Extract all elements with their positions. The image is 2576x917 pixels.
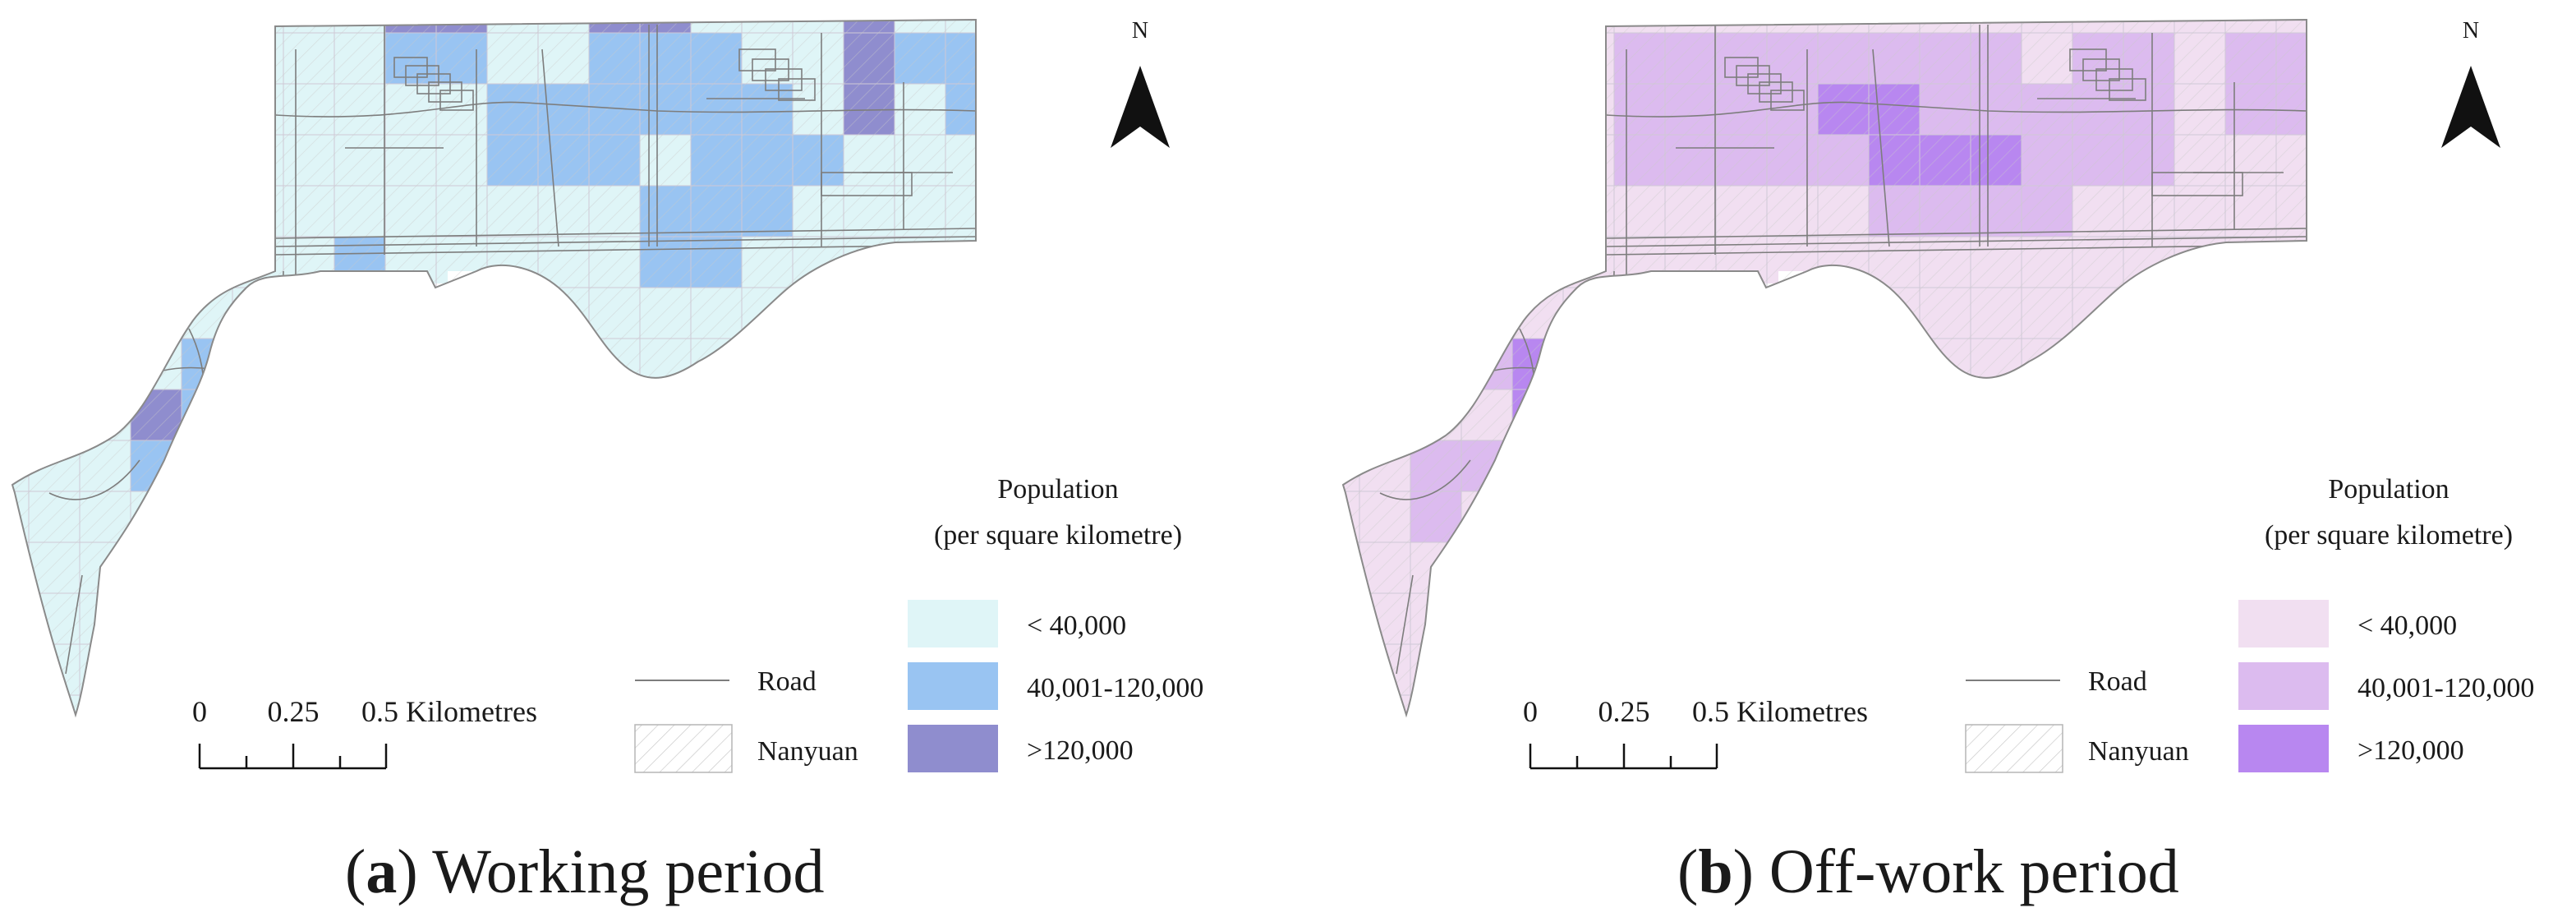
caption-b-text: Off-work period bbox=[1769, 837, 2179, 906]
legend-class-label-1: < 40,000 bbox=[2358, 611, 2457, 641]
scale-tick-label-1: 0 bbox=[192, 695, 207, 728]
caption-a-letter: a bbox=[366, 837, 398, 906]
north-label: N bbox=[1132, 18, 1148, 44]
district-boundary bbox=[11, 18, 977, 718]
north-arrow-icon bbox=[2441, 66, 2500, 148]
legend-swatch-2 bbox=[908, 662, 998, 710]
cell-mid-density bbox=[996, 135, 1047, 186]
scale-bar bbox=[198, 744, 388, 770]
nanyuan-legend-label: Nanyuan bbox=[2088, 736, 2189, 767]
legend-swatch-3 bbox=[908, 725, 998, 772]
cell-mid-density bbox=[182, 440, 232, 491]
district-boundary bbox=[1341, 18, 2307, 718]
legend-swatch-1 bbox=[908, 600, 998, 647]
legend-class-label-2: 40,001-120,000 bbox=[2358, 673, 2534, 703]
cell-mid-density bbox=[2327, 33, 2378, 84]
road-legend-label: Road bbox=[2088, 666, 2147, 697]
legend-class-label-1: < 40,000 bbox=[1027, 611, 1126, 641]
cell-mid-density bbox=[1512, 440, 1563, 491]
cell-mid-density bbox=[1047, 135, 1098, 186]
caption-b-letter: b bbox=[1698, 837, 1733, 906]
cell-mid-density bbox=[1047, 84, 1098, 135]
cell-mid-density bbox=[1563, 440, 1614, 491]
north-label: N bbox=[2463, 18, 2479, 44]
cell-mid-density bbox=[2378, 33, 2429, 84]
cell-high-density bbox=[1047, 0, 1098, 33]
scale-tick-label-3: 0.5 Kilometres bbox=[1692, 695, 1868, 728]
legend-subtitle: (per square kilometre) bbox=[934, 520, 1182, 551]
cell-high-density bbox=[2378, 135, 2429, 186]
legend-title: Population bbox=[997, 474, 1118, 505]
cell-mid-density bbox=[232, 440, 283, 491]
caption-a-text: Working period bbox=[432, 837, 825, 906]
map-panel-working: N Population (per square kilometre) < 40,00… bbox=[11, 0, 1203, 773]
nanyuan-legend-swatch bbox=[1965, 724, 2063, 773]
road-legend-label: Road bbox=[757, 666, 816, 697]
scale-tick-label-3: 0.5 Kilometres bbox=[361, 695, 537, 728]
scale-tick-label-2: 0.25 bbox=[268, 695, 320, 728]
cell-mid-density bbox=[232, 389, 283, 440]
legend-title: Population bbox=[2328, 474, 2449, 505]
cell-mid-density bbox=[1563, 389, 1614, 440]
legend-subtitle: (per square kilometre) bbox=[2265, 520, 2513, 551]
caption-b: (b) Off-work period bbox=[1677, 837, 2179, 906]
cell-mid-density bbox=[2327, 135, 2378, 186]
map-panel-off-work: N Population (per square kilometre) < 40,00… bbox=[1341, 18, 2534, 773]
nanyuan-legend-label: Nanyuan bbox=[757, 736, 858, 767]
north-arrow-icon bbox=[1111, 66, 1170, 148]
density-cells bbox=[12, 0, 1200, 715]
legend-swatch-3 bbox=[2238, 725, 2329, 772]
caption-a: (a) Working period bbox=[345, 837, 825, 906]
cell-mid-density bbox=[2327, 84, 2378, 135]
nanyuan-legend-swatch bbox=[634, 724, 733, 773]
cell-mid-density bbox=[283, 339, 334, 389]
legend-swatch-2 bbox=[2238, 662, 2329, 710]
scale-tick-label-1: 0 bbox=[1523, 695, 1538, 728]
cell-mid-density bbox=[996, 84, 1047, 135]
legend-swatch-1 bbox=[2238, 600, 2329, 647]
cell-mid-density bbox=[232, 339, 283, 389]
cell-mid-density bbox=[2378, 84, 2429, 135]
scale-bar bbox=[1529, 744, 1718, 770]
legend-class-label-3: >120,000 bbox=[1027, 735, 1134, 766]
cell-mid-density bbox=[996, 33, 1047, 84]
legend-class-label-2: 40,001-120,000 bbox=[1027, 673, 1203, 703]
legend-class-label-3: >120,000 bbox=[2358, 735, 2464, 766]
road-network bbox=[1379, 25, 2307, 675]
cell-mid-density bbox=[1563, 339, 1614, 389]
cell-mid-density bbox=[1149, 33, 1200, 84]
cell-mid-density bbox=[2378, 135, 2429, 186]
cell-high-density bbox=[2327, 84, 2378, 135]
cell-mid-density bbox=[182, 491, 232, 542]
cell-mid-density bbox=[283, 389, 334, 440]
scale-tick-label-2: 0.25 bbox=[1598, 695, 1650, 728]
